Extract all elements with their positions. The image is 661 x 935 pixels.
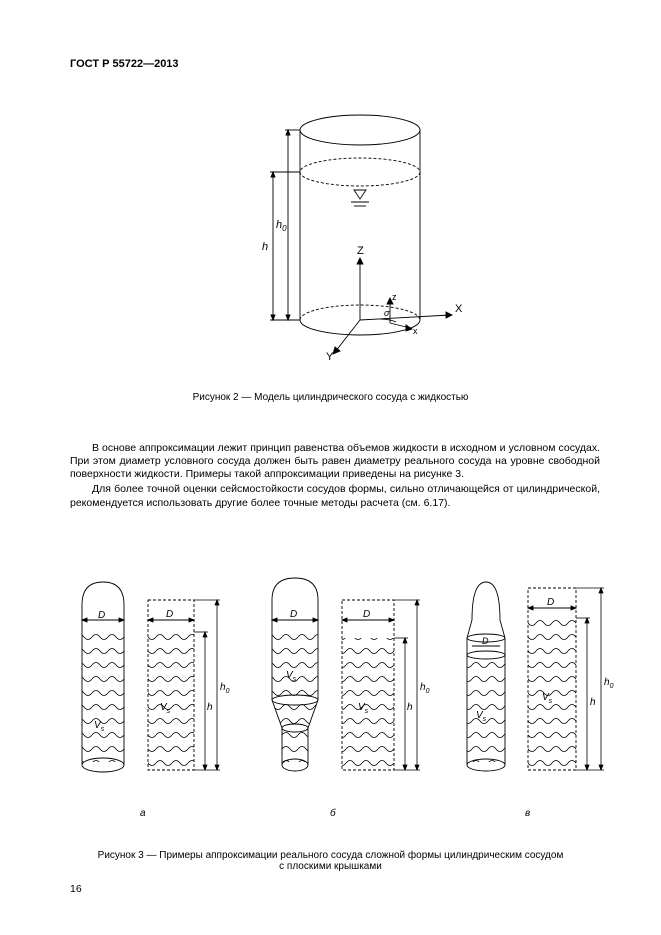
svg-text:h: h: [590, 697, 596, 708]
label-h0: h0: [276, 219, 287, 233]
sublabel-a: а: [140, 808, 146, 819]
figure-3-caption-line1: Рисунок 3 — Примеры аппроксимации реальн…: [98, 850, 564, 861]
svg-text:D: D: [98, 610, 105, 621]
paragraph-1: В основе аппроксимации лежит принцип рав…: [70, 442, 600, 481]
svg-text:D: D: [363, 609, 370, 620]
svg-text:h0: h0: [604, 677, 614, 690]
figure-2-svg: h h0 Z X Y x z σ: [230, 100, 470, 370]
svg-text:D: D: [166, 609, 173, 620]
svg-text:h: h: [207, 702, 213, 713]
svg-text:D: D: [290, 609, 297, 620]
svg-text:h: h: [407, 702, 413, 713]
figure-3: D Vs D Vs: [60, 560, 620, 820]
figure-2: h h0 Z X Y x z σ: [230, 100, 470, 370]
body-text: В основе аппроксимации лежит принцип рав…: [70, 442, 600, 512]
sublabel-b: б: [330, 808, 336, 819]
page-number: 16: [70, 883, 82, 895]
label-h: h: [262, 241, 268, 253]
svg-text:h0: h0: [420, 682, 430, 695]
document-header: ГОСТ Р 55722—2013: [70, 58, 179, 70]
label-sigma: σ: [384, 308, 390, 318]
label-Y: Y: [326, 351, 334, 363]
figure-3-svg: D Vs D Vs: [60, 560, 620, 800]
label-Z: Z: [357, 245, 364, 257]
sublabel-v: в: [525, 808, 530, 819]
label-z: z: [392, 292, 397, 302]
figure-3-caption: Рисунок 3 — Примеры аппроксимации реальн…: [0, 850, 661, 872]
svg-text:D: D: [547, 597, 554, 608]
svg-text:h0: h0: [220, 682, 230, 695]
label-x: x: [413, 326, 418, 336]
figure-2-caption: Рисунок 2 — Модель цилиндрического сосуд…: [0, 392, 661, 403]
label-X: X: [455, 303, 463, 315]
page: ГОСТ Р 55722—2013: [0, 0, 661, 935]
paragraph-2: Для более точной оценки сейсмостойкости …: [70, 483, 600, 509]
figure-3-caption-line2: с плоскими крышками: [279, 861, 382, 872]
svg-text:D: D: [482, 636, 489, 646]
